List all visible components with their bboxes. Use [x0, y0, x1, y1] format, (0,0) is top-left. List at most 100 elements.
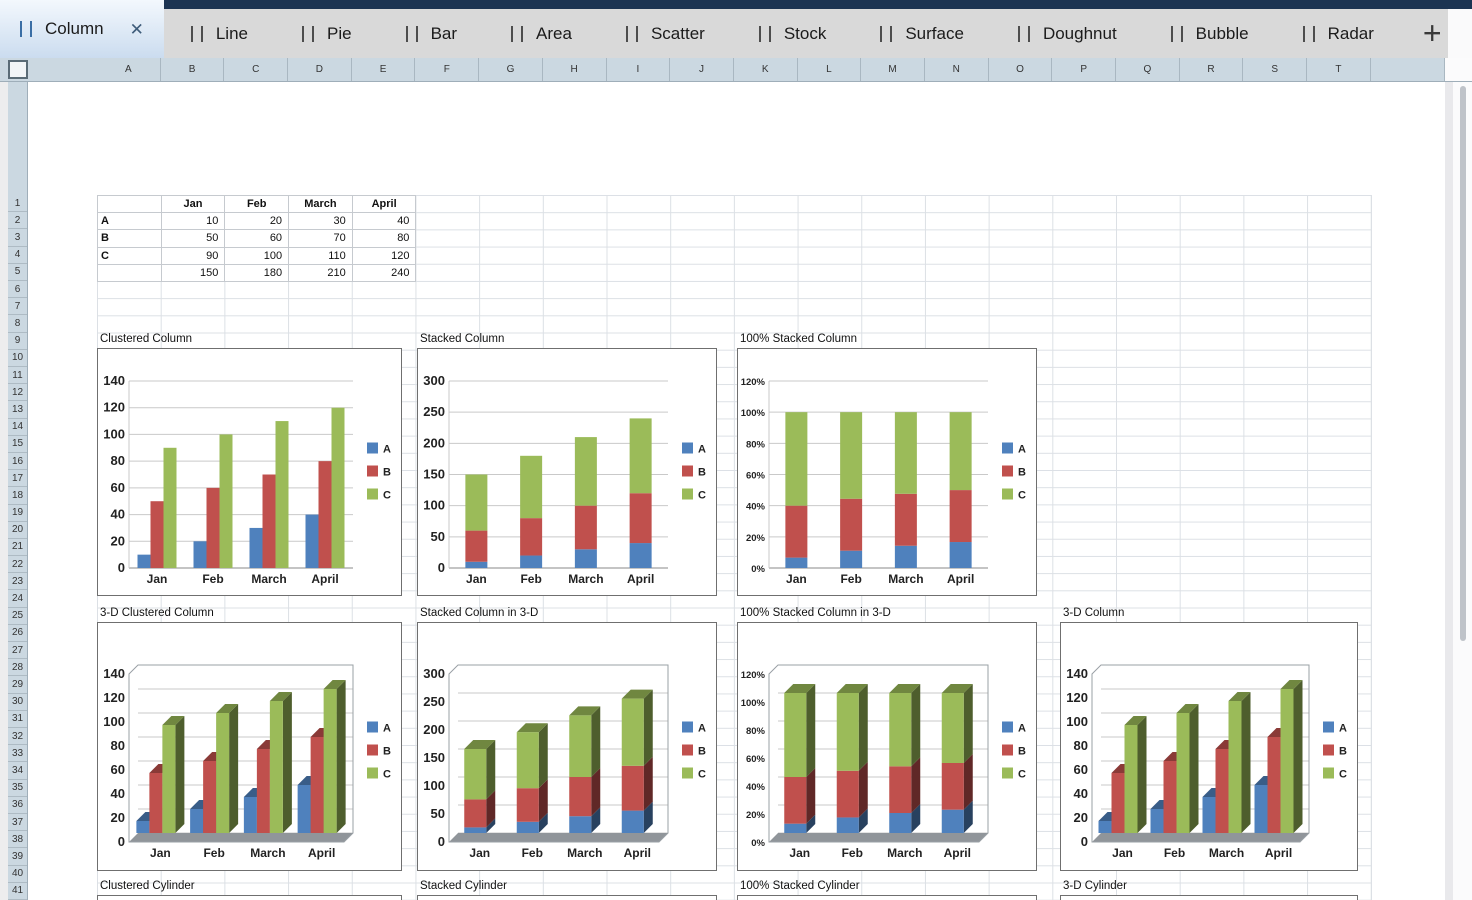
column-header-Q[interactable]: Q	[1116, 58, 1180, 81]
chart-canvas-pct-stacked-column[interactable]: 0% 20% 40% 60% 80% 100% 120% Jan Feb March April A B…	[737, 348, 1037, 596]
row-header-14[interactable]: 14	[8, 419, 27, 436]
row-header-6[interactable]: 6	[8, 281, 27, 299]
row-header-10[interactable]: 10	[8, 350, 27, 367]
cell[interactable]: 150	[160, 263, 226, 282]
row-header-33[interactable]: 33	[8, 745, 27, 763]
row-header-30[interactable]: 30	[8, 694, 27, 711]
row-header-39[interactable]: 39	[8, 848, 27, 866]
cell[interactable]: 100	[224, 246, 290, 265]
cell[interactable]: April	[351, 194, 417, 214]
chart-canvas-stacked-column[interactable]: 0 50 100 150 200 250 300 Jan Feb March April A B C	[417, 348, 717, 596]
row-header-35[interactable]: 35	[8, 780, 27, 797]
cell[interactable]: 10	[160, 212, 226, 231]
column-header-T[interactable]: T	[1307, 58, 1371, 81]
tab-doughnut[interactable]: Doughnut	[991, 9, 1144, 58]
column-header-J[interactable]: J	[670, 58, 734, 81]
row-header-3[interactable]: 3	[8, 229, 27, 247]
tab-stock[interactable]: Stock	[732, 9, 854, 58]
column-header-B[interactable]: B	[161, 58, 225, 81]
tab-column[interactable]: Column ✕	[0, 0, 164, 58]
row-header-40[interactable]: 40	[8, 866, 27, 883]
row-header-32[interactable]: 32	[8, 728, 27, 746]
row-header-38[interactable]: 38	[8, 831, 27, 849]
tab-area[interactable]: Area	[484, 9, 599, 58]
vertical-scrollbar[interactable]	[1460, 86, 1466, 641]
column-header-O[interactable]: O	[989, 58, 1053, 81]
column-header-N[interactable]: N	[925, 58, 989, 81]
row-header-1[interactable]: 1	[8, 195, 27, 213]
select-all-corner[interactable]	[8, 60, 28, 79]
row-header-26[interactable]: 26	[8, 625, 27, 643]
cell[interactable]	[97, 194, 162, 214]
row-header-7[interactable]: 7	[8, 298, 27, 316]
cell[interactable]: 30	[288, 212, 353, 231]
cell[interactable]: Feb	[224, 194, 290, 214]
cell[interactable]: 240	[351, 263, 417, 282]
add-tab-button[interactable]: +	[1422, 15, 1442, 51]
cell[interactable]: C	[97, 246, 162, 265]
tab-line[interactable]: Line	[164, 9, 275, 58]
tab-pie[interactable]: Pie	[275, 9, 379, 58]
cell[interactable]: 40	[351, 212, 417, 231]
cell[interactable]: 120	[351, 246, 417, 265]
row-header-13[interactable]: 13	[8, 401, 27, 419]
column-header-D[interactable]: D	[288, 58, 352, 81]
column-header-F[interactable]: F	[415, 58, 480, 81]
row-header-25[interactable]: 25	[8, 608, 27, 625]
row-header-34[interactable]: 34	[8, 762, 27, 780]
column-header-M[interactable]: M	[861, 58, 925, 81]
tab-surface[interactable]: Surface	[853, 9, 991, 58]
row-header-24[interactable]: 24	[8, 590, 27, 608]
chart-canvas-3d-column[interactable]: 0 20 40 60 80 100 120 140 Jan Feb March April A B C	[1060, 622, 1358, 871]
column-header-H[interactable]: H	[543, 58, 607, 81]
row-header-16[interactable]: 16	[8, 453, 27, 471]
row-header-37[interactable]: 37	[8, 814, 27, 832]
chart-canvas-3d-clustered-column[interactable]: 0 20 40 60 80 100 120 140 Jan Feb March April A B C	[97, 622, 402, 871]
sheet-canvas[interactable]: Jan Feb March April A 10 20 30 40 B 50 60 70 80 C 90 100…	[28, 82, 1445, 900]
row-header-36[interactable]: 36	[8, 797, 27, 814]
cell[interactable]: 110	[288, 246, 353, 265]
cell[interactable]: 50	[160, 229, 226, 248]
chart-canvas-clustered-cylinder[interactable]	[97, 895, 402, 900]
column-header-P[interactable]: P	[1052, 58, 1116, 81]
row-header-8[interactable]: 8	[8, 315, 27, 333]
cell[interactable]: 70	[288, 229, 353, 248]
cell[interactable]: 180	[224, 263, 290, 282]
row-header-21[interactable]: 21	[8, 539, 27, 557]
chart-canvas-pct-stacked-column-3d[interactable]: 0% 20% 40% 60% 80% 100% 120% Jan Feb March April A B…	[737, 622, 1037, 871]
tab-scatter[interactable]: Scatter	[599, 9, 732, 58]
row-header-29[interactable]: 29	[8, 676, 27, 694]
row-header-22[interactable]: 22	[8, 556, 27, 574]
chart-canvas-stacked-column-3d[interactable]: 0 50 100 150 200 250 300 Jan Feb March April A B C	[417, 622, 717, 871]
column-header-G[interactable]: G	[479, 58, 543, 81]
chart-canvas-stacked-cylinder[interactable]	[417, 895, 717, 900]
cell[interactable]: B	[97, 229, 162, 248]
cell[interactable]: 90	[160, 246, 226, 265]
row-header-17[interactable]: 17	[8, 470, 27, 488]
cell[interactable]: 80	[351, 229, 417, 248]
row-header-9[interactable]: 9	[8, 333, 27, 350]
cell[interactable]: 60	[224, 229, 290, 248]
column-header-L[interactable]: L	[798, 58, 862, 81]
chart-canvas-3d-cylinder[interactable]	[1060, 895, 1358, 900]
row-header-27[interactable]: 27	[8, 642, 27, 660]
row-header-11[interactable]: 11	[8, 367, 27, 385]
row-header-5[interactable]: 5	[8, 264, 27, 281]
column-header-K[interactable]: K	[734, 58, 798, 81]
row-header-15[interactable]: 15	[8, 436, 27, 453]
column-header-A[interactable]: A	[97, 58, 161, 81]
row-header-18[interactable]: 18	[8, 487, 27, 505]
cell[interactable]: Jan	[160, 194, 226, 214]
cell[interactable]: 210	[288, 263, 353, 282]
row-header-41[interactable]: 41	[8, 883, 27, 900]
tab-bubble[interactable]: Bubble	[1144, 9, 1276, 58]
column-header-C[interactable]: C	[224, 58, 289, 81]
column-header-R[interactable]: R	[1180, 58, 1244, 81]
column-header-S[interactable]: S	[1243, 58, 1308, 81]
row-header-23[interactable]: 23	[8, 573, 27, 591]
chart-canvas-clustered-column[interactable]: 0 20 40 60 80 100 120 140 Jan Feb March April A B C	[97, 348, 402, 596]
row-header-28[interactable]: 28	[8, 659, 27, 677]
column-header-E[interactable]: E	[352, 58, 416, 81]
close-icon[interactable]: ✕	[129, 19, 144, 39]
cell[interactable]: March	[288, 194, 353, 214]
